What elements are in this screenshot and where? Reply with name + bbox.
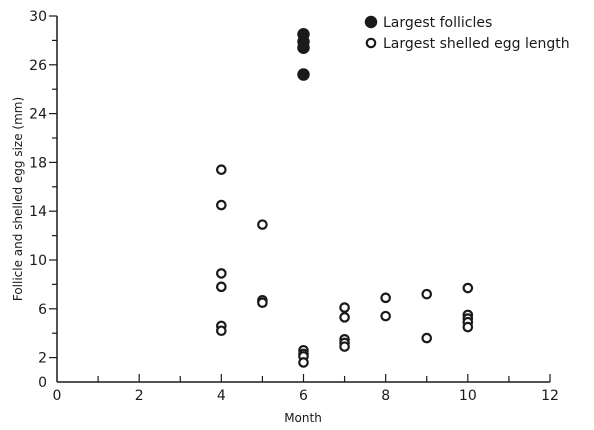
legend-label-largest-shelled-egg-length: Largest shelled egg length [383,36,570,52]
follicle-point [297,28,310,41]
shelled-egg-point [216,268,227,279]
data-points [216,28,474,368]
y-tick-label: 18 [29,155,47,171]
y-tick-label: 30 [29,9,47,25]
y-tick-label: 0 [38,375,47,391]
x-ticks: 0 2 4 6 8 10 12 [53,374,559,404]
shelled-egg-point [216,199,227,211]
y-axis-title: Follicle and shelled egg size (mm) [11,97,25,301]
y-tick-label: 24 [29,107,47,123]
shelled-egg-point [216,325,227,337]
shelled-egg-point [462,282,474,294]
shelled-egg-point [216,164,227,176]
shelled-egg-point [462,321,474,333]
x-axis-title: Month [284,411,322,425]
x-tick-label: 12 [541,388,559,404]
x-tick-label: 10 [459,388,477,404]
shelled-egg-point [339,312,350,323]
shelled-egg-point [339,341,350,352]
legend-marker-largest-shelled-egg-length [365,37,377,49]
legend: Largest follicles Largest shelled egg le… [364,15,570,52]
shelled-egg-point [421,332,433,344]
y-tick-label: 26 [29,58,47,74]
shelled-egg-point [339,302,350,313]
x-tick-label: 2 [135,388,144,404]
follicle-point [297,68,310,81]
y-tick-label: 2 [38,351,47,367]
shelled-egg-point [421,288,433,300]
shelled-egg-point [216,281,227,293]
y-tick-label: 6 [38,302,47,318]
x-tick-label: 0 [53,388,62,404]
y-tick-label: 10 [29,253,47,269]
x-tick-label: 6 [299,388,308,404]
shelled-egg-point [380,292,391,304]
x-tick-label: 8 [381,388,390,404]
legend-label-largest-follicles: Largest follicles [383,15,492,31]
shelled-egg-point [257,297,268,308]
legend-marker-largest-follicles [364,15,378,29]
y-tick-label: 14 [29,204,47,220]
shelled-egg-point [257,219,268,230]
shelled-egg-point [380,310,391,322]
x-tick-label: 4 [217,388,226,404]
shelled-egg-point [298,357,309,368]
